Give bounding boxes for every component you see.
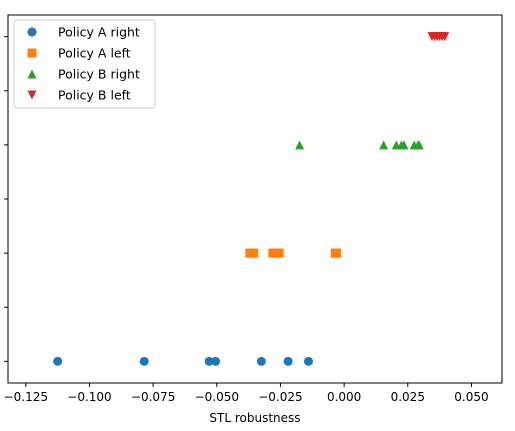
x-tick-label: 0.050: [454, 390, 488, 404]
data-point: [331, 248, 341, 258]
data-points: [53, 32, 450, 366]
legend-label: Policy A right: [58, 25, 140, 40]
data-point: [249, 248, 259, 258]
legend-entry: Policy A left: [27, 46, 131, 61]
data-point: [274, 248, 284, 258]
legend-entry: Policy A right: [27, 25, 140, 40]
legend-marker: [27, 48, 37, 58]
data-point: [204, 356, 214, 366]
data-point: [295, 140, 305, 150]
legend-marker: [27, 69, 37, 79]
series-policy-b-right: [295, 140, 424, 150]
data-point: [139, 356, 149, 366]
data-point: [283, 356, 293, 366]
legend-label: Policy A left: [58, 46, 131, 61]
data-point: [379, 140, 389, 150]
legend-label: Policy B right: [58, 67, 140, 82]
data-point: [303, 356, 313, 366]
legend-label: Policy B left: [58, 88, 131, 103]
x-tick-label: −0.075: [131, 390, 175, 404]
x-tick-label: −0.050: [195, 390, 239, 404]
legend-marker: [27, 27, 37, 37]
x-axis-ticks: −0.125 −0.100 −0.075 −0.050 −0.025 0.000 0.025…: [4, 383, 489, 404]
legend: Policy A right Policy A left Policy B righ…: [13, 19, 156, 109]
x-tick-label: −0.125: [4, 390, 48, 404]
x-tick-label: −0.100: [67, 390, 111, 404]
series-policy-b-left: [427, 32, 450, 42]
data-point: [256, 356, 266, 366]
x-tick-label: 0.000: [327, 390, 361, 404]
data-point: [414, 140, 424, 150]
legend-box: [13, 19, 156, 109]
legend-entry: Policy B right: [27, 67, 140, 82]
x-tick-label: −0.025: [258, 390, 302, 404]
data-point: [440, 32, 450, 42]
series-policy-a-right: [53, 356, 313, 366]
series-policy-a-left: [245, 248, 341, 258]
data-point: [211, 356, 221, 366]
x-tick-label: 0.025: [391, 390, 425, 404]
y-axis-ticks: [4, 36, 8, 362]
legend-entry: Policy B left: [27, 88, 131, 103]
x-axis-label: STL robustness: [209, 411, 300, 425]
data-point: [53, 356, 63, 366]
legend-marker: [27, 90, 37, 100]
data-point: [399, 140, 409, 150]
